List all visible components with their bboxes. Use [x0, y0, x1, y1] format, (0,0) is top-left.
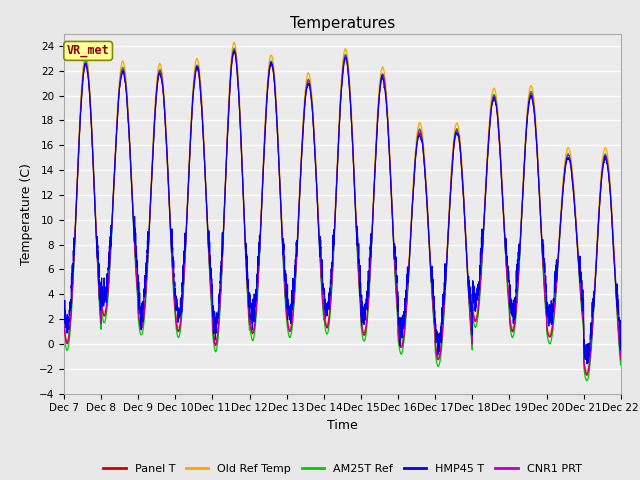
Legend: Panel T, Old Ref Temp, AM25T Ref, HMP45 T, CNR1 PRT: Panel T, Old Ref Temp, AM25T Ref, HMP45 … [99, 459, 586, 478]
X-axis label: Time: Time [327, 419, 358, 432]
Text: VR_met: VR_met [67, 44, 109, 58]
Y-axis label: Temperature (C): Temperature (C) [20, 163, 33, 264]
Title: Temperatures: Temperatures [290, 16, 395, 31]
